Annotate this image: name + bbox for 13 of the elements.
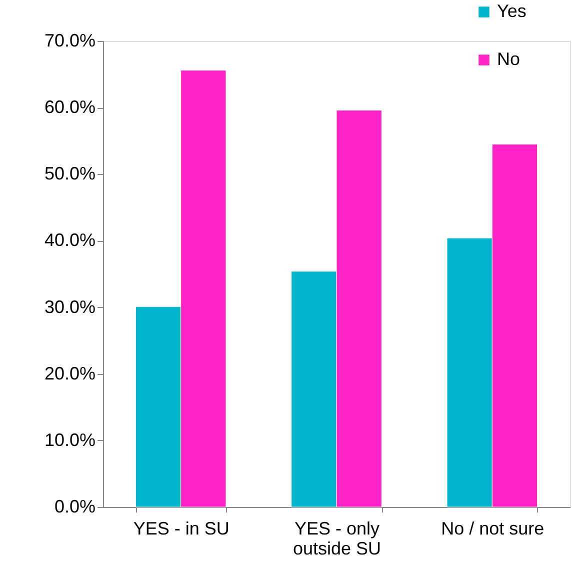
x-tick-label: No / not sure: [441, 518, 544, 538]
y-tick-label: 70.0%: [44, 30, 96, 50]
y-tick-label: 50.0%: [44, 164, 96, 184]
legend-label: No: [497, 49, 520, 69]
x-tick-label: YES - only outside SU: [292, 518, 382, 558]
y-tick-label: 0.0%: [54, 496, 96, 516]
legend-label: Yes: [497, 1, 526, 21]
y-tick-label: 60.0%: [44, 97, 96, 118]
y-tick-label: 30.0%: [44, 296, 96, 317]
y-tick-label: 40.0%: [44, 230, 96, 250]
x-tick-label: YES - in SU: [133, 518, 230, 538]
y-tick-label: 20.0%: [44, 363, 96, 384]
y-tick-label: 10.0%: [44, 430, 96, 450]
